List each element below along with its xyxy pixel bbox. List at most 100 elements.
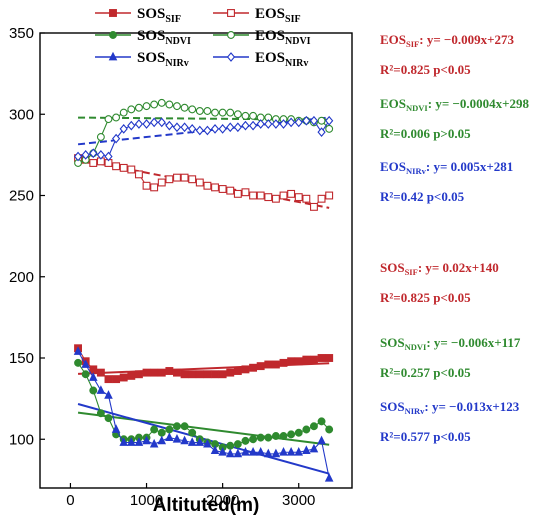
data-point-sos_ndvi [89,386,98,395]
data-point-eos_nirv [302,115,311,126]
data-point-sos_ndvi [233,440,242,449]
data-point-sos_sif [157,368,166,377]
data-point-eos_ndvi [317,116,326,125]
data-point-eos_nirv [142,119,151,129]
data-point-sos_ndvi [173,422,181,431]
annotation-3: SOSSIF: y= 0.02x+140 R²=0.825 p<0.05 [380,260,499,305]
data-point-sos_sif [104,375,113,384]
data-point-eos_ndvi [119,108,128,117]
data-point-sos_ndvi [287,430,296,439]
data-point-eos_ndvi [203,107,212,115]
annotation-0: EOSSIF: y= −0.009x+273 R²=0.825 p<0.05 [380,32,515,77]
data-point-sos_sif [271,360,280,369]
data-point-sos_ndvi [249,435,258,444]
data-point-sos_nirv [286,447,296,456]
annotation-stats: R²=0.825 p<0.05 [380,62,471,77]
data-point-sos_sif [142,368,151,377]
legend-item-sos_sif: SOSSIF [95,6,181,25]
data-point-eos_nirv [81,150,90,160]
data-point-eos_sif [249,191,258,200]
data-point-sos_ndvi [241,436,250,445]
data-point-sos_nirv [134,437,144,446]
annotation-equation: EOSNDVI: y= −0.0004x+298 [380,96,530,113]
data-point-eos_nirv [180,122,189,133]
data-point-eos_sif [142,181,151,190]
data-point-eos_sif [294,193,303,202]
data-point-eos_nirv [134,119,144,129]
data-point-sos_sif [226,368,235,377]
y-tick-label: 200 [9,269,34,286]
data-point-eos_sif [89,159,98,167]
series-eos_sif [74,154,334,211]
data-point-eos_sif [233,189,242,198]
data-point-eos_nirv [317,127,326,137]
data-point-eos_sif [310,202,318,211]
data-point-eos_nirv [218,124,227,134]
data-point-sos_sif [150,368,159,377]
data-point-sos_ndvi [302,425,311,434]
data-point-eos_nirv [279,119,288,129]
data-point-sos_ndvi [226,441,235,450]
data-point-eos_ndvi [226,108,235,117]
data-point-sos_nirv [317,435,326,445]
legend-marker [108,51,118,61]
x-tick-label: 2000 [206,492,239,509]
data-point-sos_nirv [180,435,189,445]
data-point-eos_sif [134,170,143,179]
data-point-eos_ndvi [325,124,334,133]
data-point-sos_ndvi [256,433,265,442]
data-point-sos_sif [310,355,318,364]
data-point-eos_nirv [271,119,281,129]
data-point-sos_sif [112,375,121,384]
data-point-sos_nirv [233,448,243,458]
trendlines [77,116,330,475]
legend-label: SOSSIF [137,6,181,25]
data-point-eos_sif [150,183,159,192]
data-point-sos_sif [233,367,242,375]
data-point-eos_ndvi [218,108,227,117]
data-point-eos_nirv [127,120,136,131]
data-point-sos_nirv [271,448,281,458]
data-point-eos_nirv [203,125,212,136]
series-eos_ndvi [74,98,334,167]
data-point-eos_nirv [89,148,98,159]
data-point-eos_sif [317,194,326,203]
data-point-eos_ndvi [188,105,197,114]
data-point-sos_nirv [157,435,167,445]
annotation-stats: R²=0.42 p<0.05 [380,189,465,204]
data-point-eos_sif [203,181,212,190]
data-point-eos_sif [264,193,273,202]
data-point-eos_sif [256,191,265,200]
data-point-sos_ndvi [150,425,159,434]
data-point-sos_nirv [241,447,250,456]
data-point-eos_ndvi [241,111,250,120]
data-point-eos_ndvi [150,100,159,109]
data-point-sos_ndvi [310,422,318,431]
y-tick-label: 250 [9,188,34,205]
data-point-sos_sif [218,370,227,379]
legend: SOSSIF EOSSIF SOSNDVI EOSNDVI SOSNIRv EOSNIRv [95,6,311,69]
data-point-eos_nirv [150,117,159,128]
data-point-sos_sif [119,373,128,382]
data-point-eos_nirv [111,133,121,144]
data-point-sos_sif [317,354,326,362]
legend-item-eos_ndvi: EOSNDVI [213,28,311,47]
data-point-eos_ndvi [173,102,181,111]
annotation-4: SOSNDVI: y= −0.006x+117 R²=0.257 p<0.05 [380,335,521,380]
data-point-sos_nirv [149,438,159,448]
data-point-sos_nirv [218,447,227,456]
data-point-sos_nirv [73,346,83,355]
data-point-eos_ndvi [112,113,121,122]
data-point-sos_sif [180,370,189,379]
annotation-5: SOSNIRv: y= −0.013x+123 R²=0.577 p<0.05 [380,399,520,444]
data-point-eos_sif [279,191,288,200]
data-point-sos_ndvi [165,425,174,434]
data-point-eos_ndvi [96,133,105,141]
data-point-eos_nirv [210,124,220,134]
y-tick-label: 300 [9,106,34,123]
data-point-eos_nirv [188,124,197,134]
data-point-sos_sif [302,355,311,364]
data-point-sos_nirv [225,448,235,458]
data-point-sos_ndvi [157,428,166,437]
